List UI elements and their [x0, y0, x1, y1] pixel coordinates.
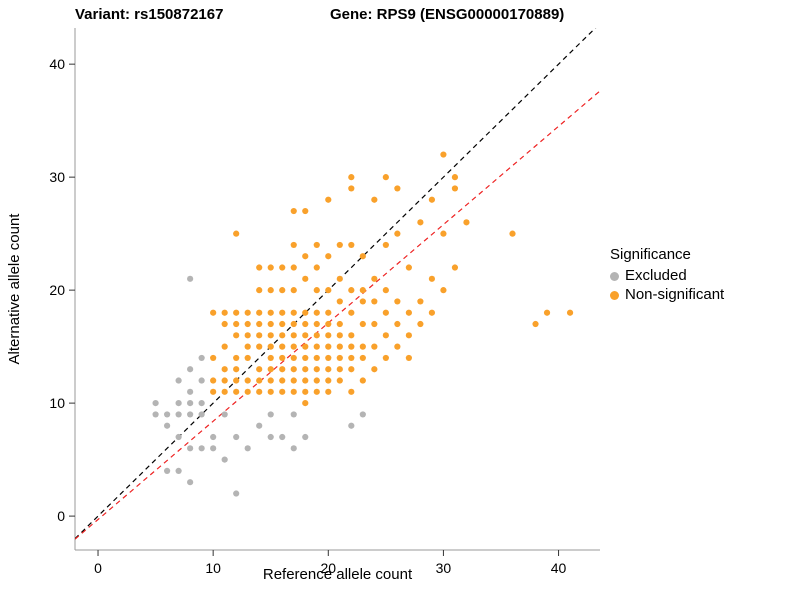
svg-text:30: 30 — [49, 169, 65, 185]
svg-text:20: 20 — [321, 560, 337, 576]
legend-item-non-significant: Non-significant — [610, 286, 724, 304]
y-axis-label: Alternative allele count — [6, 213, 23, 365]
gene-title: Gene: RPS9 (ENSG00000170889) — [330, 6, 565, 23]
svg-text:30: 30 — [436, 560, 452, 576]
svg-text:0: 0 — [94, 560, 102, 576]
svg-text:0: 0 — [57, 508, 65, 524]
non-significant-dot-icon — [610, 290, 619, 300]
legend-label-excluded: Excluded — [625, 267, 687, 284]
svg-text:40: 40 — [551, 560, 567, 576]
svg-text:20: 20 — [49, 282, 65, 298]
svg-text:10: 10 — [49, 395, 65, 411]
legend-label-non-significant: Non-significant — [625, 286, 725, 303]
variant-title: Variant: rs150872167 — [75, 6, 224, 23]
legend-item-excluded: Excluded — [610, 267, 724, 285]
x-axis-label: Reference allele count — [262, 566, 413, 583]
svg-text:40: 40 — [49, 56, 65, 72]
legend: Significance Excluded Non-significant — [610, 246, 724, 304]
legend-title: Significance — [610, 246, 691, 263]
excluded-dot-icon — [610, 271, 619, 281]
svg-text:10: 10 — [205, 560, 221, 576]
